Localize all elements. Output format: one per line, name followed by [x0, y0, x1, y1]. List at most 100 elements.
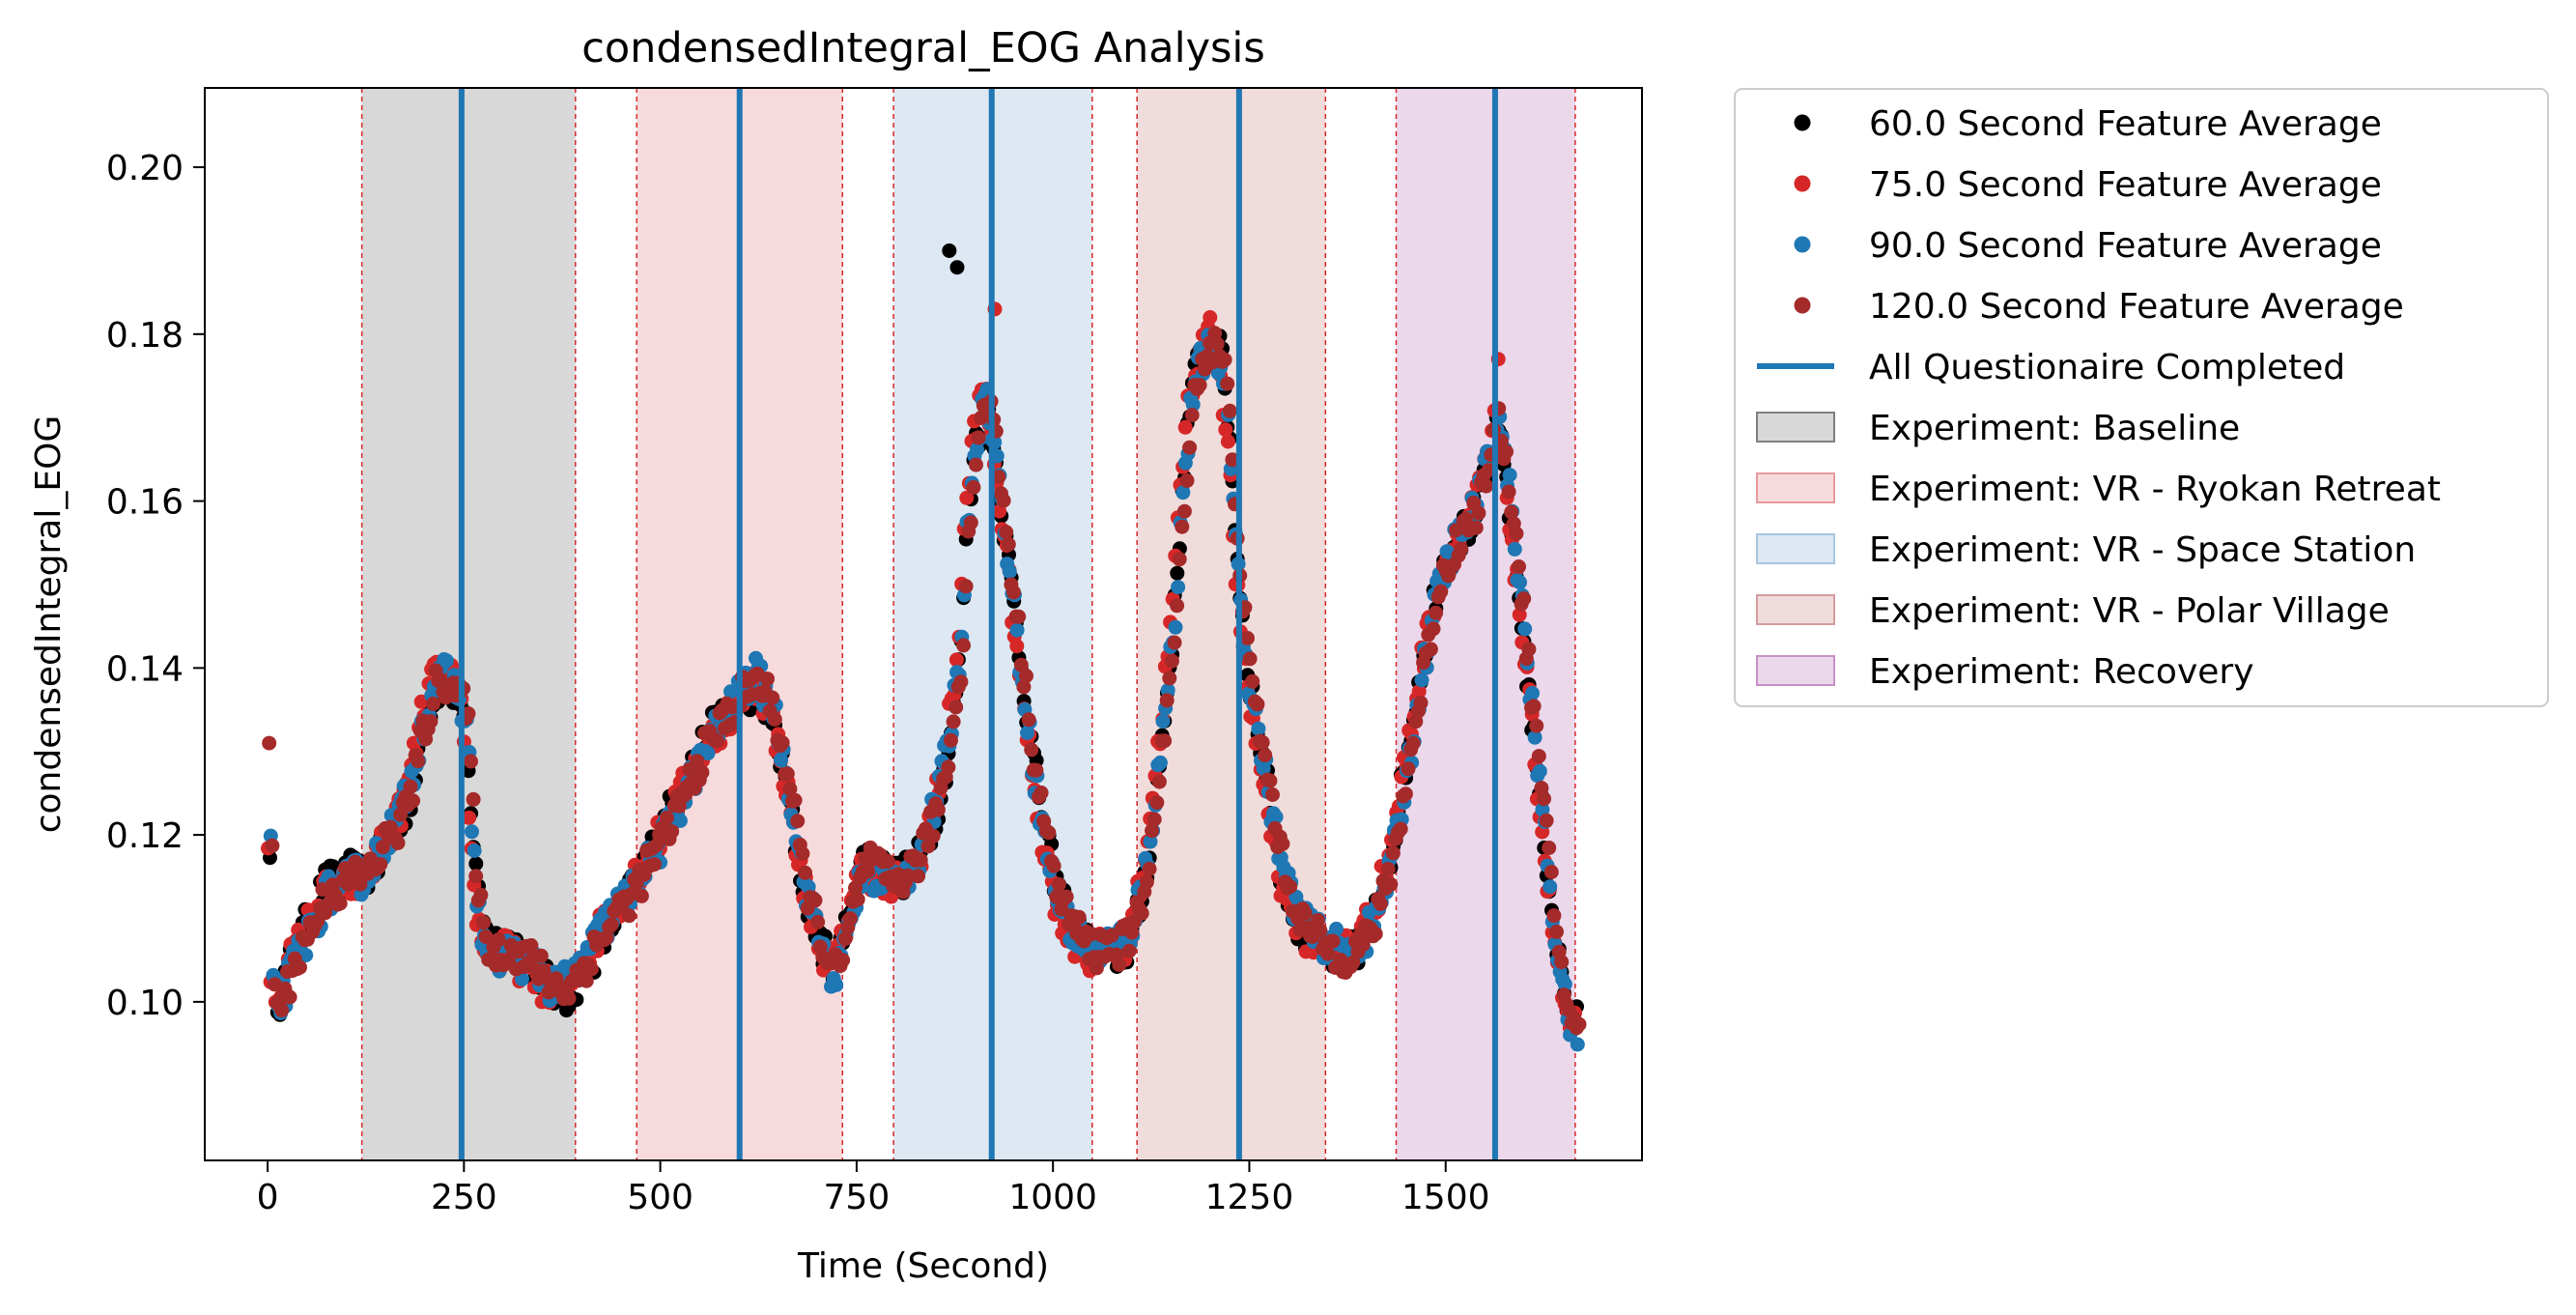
- legend-marker-series-4: [1794, 297, 1811, 314]
- data-point-series-4: [1059, 889, 1074, 904]
- data-point-series-4: [1192, 378, 1207, 393]
- y-axis: 0.10 0.12 0.14 0.16 0.18 0.20: [106, 149, 205, 1023]
- data-point-series-4: [1275, 836, 1290, 851]
- data-point-series-4: [958, 579, 974, 594]
- data-point-series-4: [1162, 671, 1177, 686]
- data-point-series-3: [1543, 879, 1558, 895]
- data-point-series-2: [948, 652, 964, 668]
- data-point-series-3: [465, 824, 479, 840]
- legend-marker-series-3: [1794, 236, 1811, 253]
- data-point-series-4: [468, 869, 484, 884]
- data-point-series-4: [880, 853, 895, 869]
- data-point-series-3: [1168, 619, 1183, 635]
- data-point-series-4: [426, 696, 440, 711]
- data-point-series-4: [524, 938, 539, 953]
- data-point-series-4: [1112, 957, 1127, 972]
- data-point-series-4: [1134, 905, 1149, 921]
- data-point-series-4: [1262, 773, 1278, 788]
- data-point-series-4: [561, 990, 577, 1006]
- data-point-outlier: [262, 735, 277, 751]
- data-point-series-4: [604, 917, 619, 932]
- data-point-series-3: [1175, 485, 1191, 500]
- data-point-series-4: [1454, 541, 1469, 557]
- data-point-series-4: [1413, 695, 1429, 710]
- data-point-series-4: [971, 430, 986, 445]
- data-point-series-4: [1529, 718, 1544, 733]
- data-point-series-4: [966, 479, 981, 495]
- data-point-series-4: [807, 893, 823, 908]
- data-point-series-4: [861, 864, 876, 879]
- data-point-series-2: [959, 490, 975, 505]
- data-point-series-4: [671, 798, 687, 814]
- data-point-series-3: [1525, 686, 1540, 700]
- data-point-series-4: [944, 732, 958, 748]
- data-point-series-4: [1405, 735, 1421, 751]
- data-point-series-4: [406, 793, 421, 809]
- data-point-series-4: [1509, 526, 1524, 541]
- data-point-series-4: [1554, 955, 1570, 970]
- data-point-series-4: [842, 911, 858, 927]
- data-point-series-4: [765, 690, 780, 705]
- data-point-series-4: [795, 846, 810, 861]
- data-point-series-2: [1220, 434, 1235, 449]
- data-point-series-4: [1172, 552, 1187, 567]
- data-point-series-4: [1149, 795, 1165, 811]
- data-point-series-4: [1184, 408, 1200, 423]
- x-tick-label: 1500: [1401, 1178, 1490, 1217]
- data-point-series-1: [1170, 565, 1185, 581]
- chart-title: condensedIntegral_EOG Analysis: [581, 24, 1265, 72]
- data-point-series-4: [779, 766, 795, 782]
- data-point-series-4: [930, 802, 946, 817]
- data-point-series-3: [829, 977, 844, 992]
- data-point-series-4: [265, 838, 280, 853]
- data-point-series-4: [1019, 669, 1033, 683]
- data-point-series-4: [1013, 657, 1029, 672]
- data-point-series-4: [1170, 598, 1185, 614]
- data-point-series-4: [1051, 876, 1066, 892]
- data-point-series-4: [787, 792, 803, 808]
- legend-swatch-experiment-5: [1756, 655, 1835, 686]
- data-point-series-4: [1139, 874, 1154, 890]
- data-point-series-4: [1313, 923, 1328, 938]
- data-point-series-4: [1499, 444, 1514, 459]
- data-point-series-4: [1423, 642, 1438, 657]
- legend-label-series-3: 90.0 Second Feature Average: [1869, 226, 2382, 266]
- data-point-series-4: [1006, 585, 1021, 600]
- legend-marker-series-2: [1794, 175, 1811, 192]
- data-point-series-4: [1182, 440, 1198, 455]
- data-point-series-4: [1542, 841, 1557, 855]
- data-point-series-4: [790, 814, 806, 829]
- data-point-series-4: [1393, 821, 1408, 837]
- data-point-series-2: [1218, 422, 1233, 438]
- data-point-series-4: [433, 672, 448, 688]
- data-point-series-4: [1033, 786, 1049, 800]
- data-point-series-4: [491, 932, 506, 948]
- data-point-series-4: [1383, 876, 1399, 892]
- y-tick-label: 0.18: [106, 316, 184, 356]
- data-point-series-4: [390, 835, 406, 850]
- data-point-series-4: [621, 908, 637, 924]
- data-point-series-4: [1325, 933, 1341, 949]
- data-point-series-4: [1209, 336, 1225, 352]
- data-point-series-4: [466, 791, 481, 807]
- data-point-series-4: [1531, 749, 1546, 764]
- data-point-series-4: [1142, 861, 1157, 876]
- data-point-series-3: [1002, 564, 1017, 580]
- data-point-series-4: [1385, 845, 1401, 861]
- data-point-series-4: [1504, 504, 1519, 520]
- data-point-series-4: [1046, 858, 1062, 873]
- data-point-series-4: [461, 706, 476, 722]
- legend-label-experiment-1: Experiment: Baseline: [1869, 409, 2240, 448]
- data-points: [261, 243, 1587, 1052]
- data-point-series-3: [1171, 580, 1186, 595]
- data-point-series-4: [476, 915, 491, 930]
- data-point-series-3: [1414, 672, 1430, 688]
- data-point-series-4: [646, 857, 662, 872]
- data-point-series-4: [1283, 879, 1298, 895]
- data-point-series-4: [1071, 909, 1087, 925]
- data-point-series-4: [1011, 609, 1027, 624]
- data-point-series-4: [1380, 862, 1396, 876]
- data-point-series-4: [1501, 484, 1516, 500]
- data-point-series-4: [1175, 519, 1190, 534]
